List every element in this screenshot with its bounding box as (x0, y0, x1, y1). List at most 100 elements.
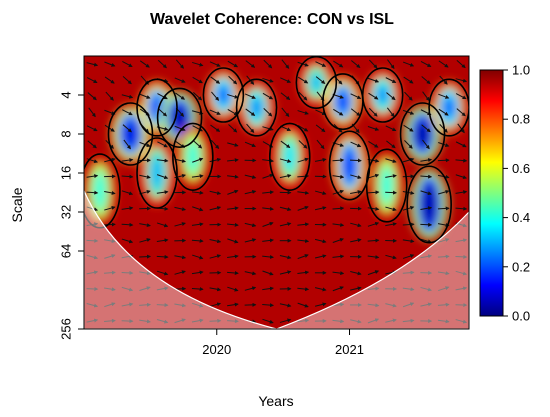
phase-arrow (156, 254, 169, 259)
phase-arrow (139, 60, 150, 68)
phase-arrow (191, 174, 204, 179)
phase-arrow (86, 238, 99, 243)
phase-arrow (209, 190, 222, 195)
phase-arrow (350, 141, 362, 148)
phase-arrow (367, 286, 380, 291)
phase-arrow (192, 76, 203, 84)
phase-arrow (227, 109, 239, 116)
phase-arrow (367, 303, 380, 308)
phase-arrow (455, 286, 468, 291)
significance-contour (84, 153, 121, 229)
coherence-core (336, 90, 349, 113)
phase-arrow (316, 139, 325, 150)
phase-arrow (402, 318, 415, 323)
colorbar-ticks: 0.0 0.2 0.4 0.6 0.8 1.0 (503, 63, 530, 324)
phase-arrow (139, 302, 151, 307)
phase-arrow (157, 141, 168, 148)
phase-arrow (192, 61, 204, 67)
y-axis: 4 8 16 32 64 256 (59, 91, 84, 340)
colorbar: 0.0 0.2 0.4 0.6 0.8 1.0 (479, 63, 530, 324)
phase-arrow (315, 124, 326, 133)
phase-arrow (438, 60, 449, 68)
phase-arrow (386, 92, 396, 101)
phase-arrow (88, 107, 96, 118)
phase-arrow (402, 174, 415, 179)
phase-arrow (262, 173, 274, 179)
phase-arrow (104, 76, 115, 84)
phase-arrow (385, 174, 397, 179)
x-tick-label: 2021 (335, 342, 364, 357)
colorbar-tick-label: 0.4 (512, 210, 530, 225)
phase-arrow (227, 189, 239, 195)
phase-arrow (438, 286, 450, 292)
phase-arrow (86, 174, 99, 179)
phase-arrow (228, 75, 238, 85)
phase-arrow (209, 318, 222, 323)
phase-arrow (420, 222, 433, 227)
phase-arrow (262, 286, 274, 291)
phase-arrow (367, 206, 380, 211)
phase-arrow (262, 318, 274, 324)
phase-arrow (314, 190, 327, 196)
coherence-core (151, 96, 164, 119)
phase-arrow (104, 206, 116, 211)
phase-arrow (297, 222, 310, 227)
phase-arrow (350, 190, 362, 195)
colorbar-tick-label: 1.0 (512, 63, 530, 78)
phase-arrow (333, 60, 344, 68)
x-tick-label: 2020 (202, 342, 231, 357)
phase-arrow (209, 287, 222, 292)
y-tick-label: 16 (59, 166, 74, 180)
phase-arrow (227, 206, 239, 211)
phase-arrow (420, 190, 432, 196)
phase-arrow (456, 108, 466, 117)
phase-arrow (385, 303, 397, 308)
phase-arrow (437, 271, 450, 276)
phase-arrow (262, 303, 274, 308)
phase-arrow (297, 157, 309, 163)
phase-arrow (402, 287, 415, 292)
significance-contour (136, 137, 178, 209)
y-tick-label: 8 (59, 130, 74, 137)
phase-arrow (86, 206, 99, 212)
phase-arrow (422, 139, 430, 150)
phase-arrow (315, 76, 326, 84)
phase-arrow (438, 189, 450, 195)
phase-arrow (297, 125, 309, 132)
phase-arrow (139, 93, 151, 99)
colorbar-tick-label: 0.6 (512, 161, 530, 176)
phase-arrow (191, 190, 204, 195)
phase-arrow (105, 91, 114, 101)
phase-arrow (279, 270, 292, 275)
phase-arrow (350, 174, 362, 179)
phase-arrow (368, 141, 379, 148)
phase-arrow (332, 302, 345, 307)
plot-area (84, 56, 469, 329)
significance-contour (268, 122, 311, 191)
phase-arrow (86, 190, 99, 195)
phase-arrow (123, 139, 131, 150)
phase-arrow (104, 270, 116, 275)
phase-arrow (192, 140, 203, 149)
phase-arrow (104, 109, 116, 115)
phase-arrow (455, 254, 468, 259)
phase-arrow (455, 78, 468, 83)
phase-arrow (402, 270, 415, 275)
phase-arrow (367, 238, 380, 243)
phase-arrow (191, 287, 204, 292)
phase-arrow (156, 303, 169, 308)
phase-arrow (263, 59, 273, 69)
phase-arrow (420, 238, 432, 244)
phase-arrow (403, 124, 414, 132)
phase-arrow (385, 190, 398, 195)
phase-arrow (262, 270, 274, 276)
phase-arrow (367, 126, 380, 131)
phase-arrow (386, 140, 396, 149)
colorbar-tick-label: 0.0 (512, 309, 530, 324)
coherence-core (171, 105, 188, 131)
coherence-core (310, 73, 323, 92)
phase-arrow (314, 302, 327, 307)
phase-arrow (244, 174, 257, 179)
phase-arrow (122, 109, 133, 116)
